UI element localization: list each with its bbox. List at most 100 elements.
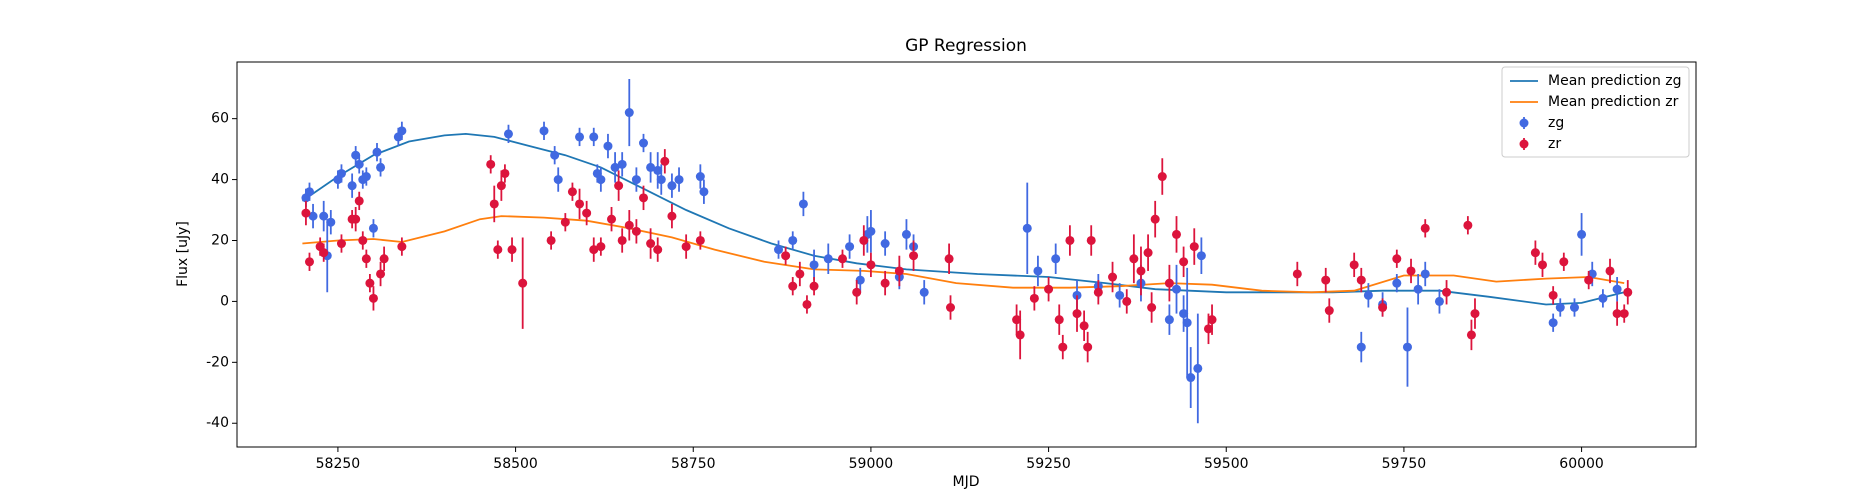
data-point	[1378, 302, 1388, 312]
data-point	[653, 165, 663, 175]
data-point	[1172, 229, 1182, 239]
data-point	[681, 242, 691, 252]
data-point	[1537, 260, 1547, 270]
data-point	[354, 196, 364, 206]
data-point	[1402, 342, 1412, 352]
data-point	[1115, 290, 1125, 300]
legend-label: Mean prediction zr	[1548, 94, 1679, 110]
data-point	[336, 239, 346, 249]
data-point	[379, 254, 389, 264]
data-point	[909, 251, 919, 261]
data-point	[1179, 309, 1189, 319]
y-tick-label: 60	[211, 111, 229, 127]
data-point	[550, 150, 560, 160]
data-point	[347, 181, 357, 191]
data-point	[1129, 254, 1139, 264]
data-point	[660, 156, 670, 166]
data-point	[1420, 269, 1430, 279]
data-point	[1147, 302, 1157, 312]
data-point	[1392, 254, 1402, 264]
y-tick-label: 40	[211, 172, 229, 188]
data-point	[1619, 309, 1629, 319]
data-point	[1136, 266, 1146, 276]
data-point	[1051, 254, 1061, 264]
data-point	[507, 245, 517, 255]
data-point	[809, 260, 819, 270]
data-point	[1612, 284, 1622, 294]
data-point	[603, 141, 613, 151]
data-point	[1093, 287, 1103, 297]
data-point	[1612, 309, 1622, 319]
data-point	[304, 257, 314, 267]
data-point	[1203, 324, 1213, 334]
data-point	[1196, 251, 1206, 261]
data-point	[656, 175, 666, 185]
data-point	[596, 242, 606, 252]
data-point	[695, 172, 705, 182]
data-point	[1392, 278, 1402, 288]
data-point	[624, 220, 634, 230]
data-point	[493, 245, 503, 255]
data-point	[518, 278, 528, 288]
data-point	[1434, 296, 1444, 306]
x-axis-label: MJD	[953, 474, 980, 490]
data-point	[582, 208, 592, 218]
legend-marker	[1519, 139, 1529, 149]
data-point	[1012, 315, 1022, 325]
data-point	[919, 287, 929, 297]
data-point	[1179, 257, 1189, 267]
data-point	[845, 242, 855, 252]
data-point	[802, 299, 812, 309]
data-point	[866, 260, 876, 270]
data-point	[631, 226, 641, 236]
data-point	[1420, 223, 1430, 233]
data-point	[1569, 302, 1579, 312]
data-point	[610, 162, 620, 172]
data-point	[1172, 284, 1182, 294]
data-point	[866, 226, 876, 236]
data-point	[1122, 296, 1132, 306]
data-point	[1164, 278, 1174, 288]
data-point	[1548, 290, 1558, 300]
x-tick-label: 59250	[1026, 456, 1071, 472]
data-point	[319, 211, 329, 221]
data-point	[699, 187, 709, 197]
data-point	[1559, 257, 1569, 267]
data-point	[1108, 272, 1118, 282]
data-point	[1363, 290, 1373, 300]
data-point	[1072, 309, 1082, 319]
x-tick-label: 59000	[849, 456, 894, 472]
data-point	[788, 235, 798, 245]
data-point	[486, 159, 496, 169]
legend-label: zr	[1548, 136, 1561, 152]
data-point	[646, 162, 656, 172]
chart-title: GP Regression	[905, 36, 1027, 56]
data-point	[837, 254, 847, 264]
data-point	[880, 239, 890, 249]
data-point	[361, 254, 371, 264]
data-point	[1054, 315, 1064, 325]
data-point	[1577, 229, 1587, 239]
data-point	[653, 245, 663, 255]
data-point	[1189, 242, 1199, 252]
data-point	[798, 199, 808, 209]
data-point	[596, 175, 606, 185]
data-point	[376, 269, 386, 279]
data-point	[1157, 172, 1167, 182]
x-tick-label: 60000	[1559, 456, 1604, 472]
data-point	[859, 235, 869, 245]
data-point	[1058, 342, 1068, 352]
data-point	[624, 108, 634, 118]
data-point	[1207, 315, 1217, 325]
data-point	[1015, 330, 1025, 340]
data-point	[351, 214, 361, 224]
data-point	[823, 254, 833, 264]
data-point	[1086, 235, 1096, 245]
data-point	[1470, 309, 1480, 319]
y-tick-label: -20	[206, 354, 229, 370]
data-point	[1463, 220, 1473, 230]
data-point	[781, 251, 791, 261]
data-point	[372, 147, 382, 157]
data-point	[397, 126, 407, 136]
data-point	[354, 159, 364, 169]
